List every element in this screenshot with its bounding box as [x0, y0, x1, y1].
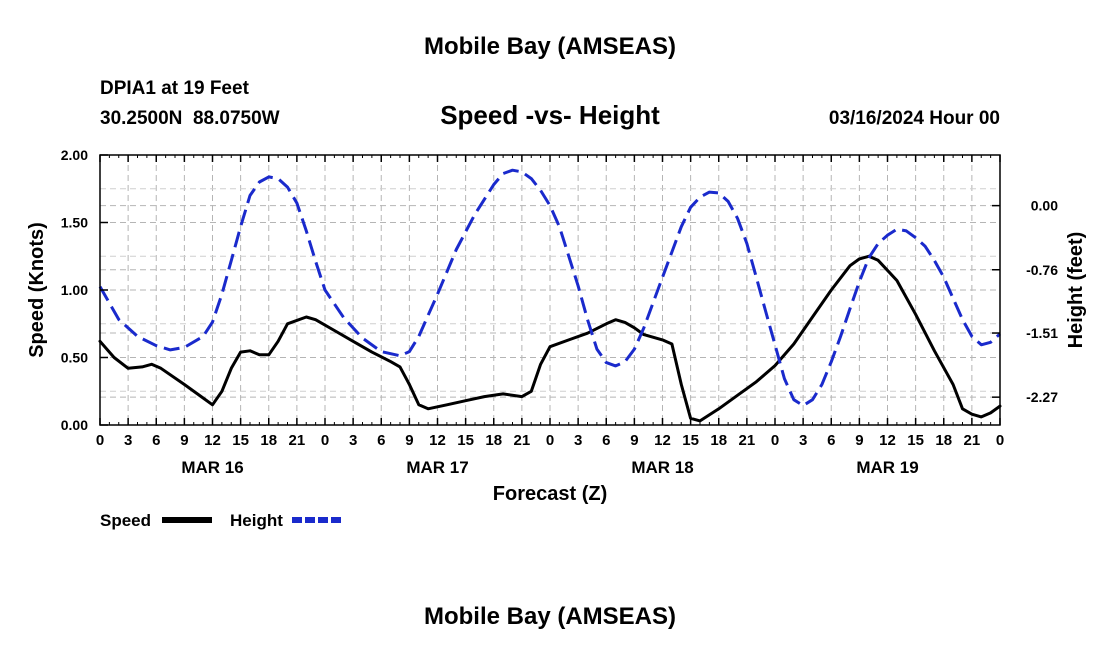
x-tick-label: 18: [710, 432, 727, 449]
x-tick-label: 9: [630, 432, 638, 449]
x-tick-label: 21: [964, 432, 981, 449]
y-right-tick-label: -0.76: [1026, 262, 1058, 278]
x-tick-label: 3: [799, 432, 807, 449]
station-label: DPIA1 at 19 Feet: [100, 78, 250, 99]
x-tick-label: 0: [546, 432, 554, 449]
date-label: MAR 18: [631, 458, 693, 477]
x-axis-label: Forecast (Z): [493, 483, 607, 505]
x-tick-label: 9: [180, 432, 188, 449]
forecast-date: 03/16/2024 Hour 00: [829, 108, 1000, 129]
x-tick-label: 18: [485, 432, 502, 449]
coordinates-label: 30.2500N 88.0750W: [100, 108, 280, 129]
y-left-tick-label: 2.00: [61, 147, 88, 163]
x-tick-label: 0: [996, 432, 1004, 449]
x-tick-label: 15: [907, 432, 924, 449]
bottom-title: Mobile Bay (AMSEAS): [424, 603, 676, 630]
x-tick-label: 3: [574, 432, 582, 449]
x-tick-label: 21: [739, 432, 756, 449]
date-label: MAR 16: [181, 458, 243, 477]
y-left-axis-label: Speed (Knots): [26, 222, 48, 358]
x-tick-label: 12: [879, 432, 896, 449]
axis-ticks: 0 3 6 9 12 15 18 21 0 3 6 9 12 15 18 21 0 3 6 9 12 15 18 21 0 3 6 9…: [61, 147, 1058, 477]
x-tick-label: 3: [349, 432, 357, 449]
x-tick-label: 15: [457, 432, 474, 449]
x-tick-label: 18: [260, 432, 277, 449]
speed-series-line: [98, 254, 1002, 423]
x-tick-label: 0: [321, 432, 329, 449]
legend: Speed Height: [100, 511, 342, 530]
x-tick-label: 6: [602, 432, 610, 449]
x-tick-label: 0: [96, 432, 104, 449]
y-right-tick-label: 0.00: [1031, 198, 1058, 214]
x-tick-label: 12: [429, 432, 446, 449]
y-left-tick-label: 0.50: [61, 350, 88, 366]
x-tick-label: 21: [514, 432, 531, 449]
x-tick-label: 6: [377, 432, 385, 449]
series-lines: [98, 168, 1002, 423]
legend-speed-label: Speed: [100, 511, 151, 530]
grid: [100, 155, 1000, 425]
x-tick-label: 15: [232, 432, 249, 449]
x-tick-label: 6: [152, 432, 160, 449]
x-tick-label: 3: [124, 432, 132, 449]
top-title: Mobile Bay (AMSEAS): [424, 33, 676, 60]
legend-height-label: Height: [230, 511, 283, 530]
y-right-tick-label: -1.51: [1026, 325, 1058, 341]
x-tick-label: 12: [204, 432, 221, 449]
x-tick-label: 9: [405, 432, 413, 449]
date-label: MAR 17: [406, 458, 468, 477]
x-tick-label: 18: [935, 432, 952, 449]
x-tick-label: 12: [654, 432, 671, 449]
y-left-tick-label: 0.00: [61, 417, 88, 433]
x-tick-label: 15: [682, 432, 699, 449]
x-tick-label: 9: [855, 432, 863, 449]
y-left-tick-label: 1.00: [61, 282, 88, 298]
height-series-line: [98, 168, 1001, 408]
y-right-axis-label: Height (feet): [1065, 232, 1087, 349]
y-right-tick-label: -2.27: [1026, 389, 1058, 405]
chart-title: Speed -vs- Height: [440, 100, 660, 130]
y-left-tick-label: 1.50: [61, 215, 88, 231]
x-tick-label: 21: [289, 432, 306, 449]
date-label: MAR 19: [856, 458, 918, 477]
x-tick-label: 6: [827, 432, 835, 449]
x-tick-label: 0: [771, 432, 779, 449]
